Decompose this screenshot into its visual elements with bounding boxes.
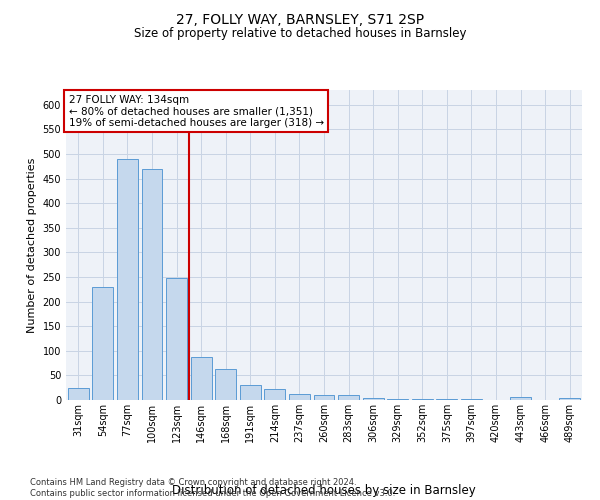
Bar: [362, 398, 383, 400]
Text: Contains HM Land Registry data © Crown copyright and database right 2024.
Contai: Contains HM Land Registry data © Crown c…: [30, 478, 395, 498]
Bar: [510, 397, 531, 400]
Bar: [387, 398, 408, 400]
Bar: [117, 159, 138, 400]
Text: 27, FOLLY WAY, BARNSLEY, S71 2SP: 27, FOLLY WAY, BARNSLEY, S71 2SP: [176, 12, 424, 26]
Bar: [68, 388, 89, 400]
Bar: [412, 399, 433, 400]
Bar: [265, 389, 286, 400]
Bar: [166, 278, 187, 400]
Bar: [92, 287, 113, 400]
Bar: [289, 394, 310, 400]
Bar: [240, 385, 261, 400]
Bar: [559, 398, 580, 400]
Bar: [461, 399, 482, 400]
Text: 27 FOLLY WAY: 134sqm
← 80% of detached houses are smaller (1,351)
19% of semi-de: 27 FOLLY WAY: 134sqm ← 80% of detached h…: [68, 94, 324, 128]
Bar: [436, 399, 457, 400]
Bar: [314, 395, 334, 400]
X-axis label: Distribution of detached houses by size in Barnsley: Distribution of detached houses by size …: [172, 484, 476, 497]
Text: Size of property relative to detached houses in Barnsley: Size of property relative to detached ho…: [134, 28, 466, 40]
Bar: [191, 356, 212, 400]
Bar: [215, 370, 236, 400]
Bar: [338, 395, 359, 400]
Y-axis label: Number of detached properties: Number of detached properties: [27, 158, 37, 332]
Bar: [142, 168, 163, 400]
